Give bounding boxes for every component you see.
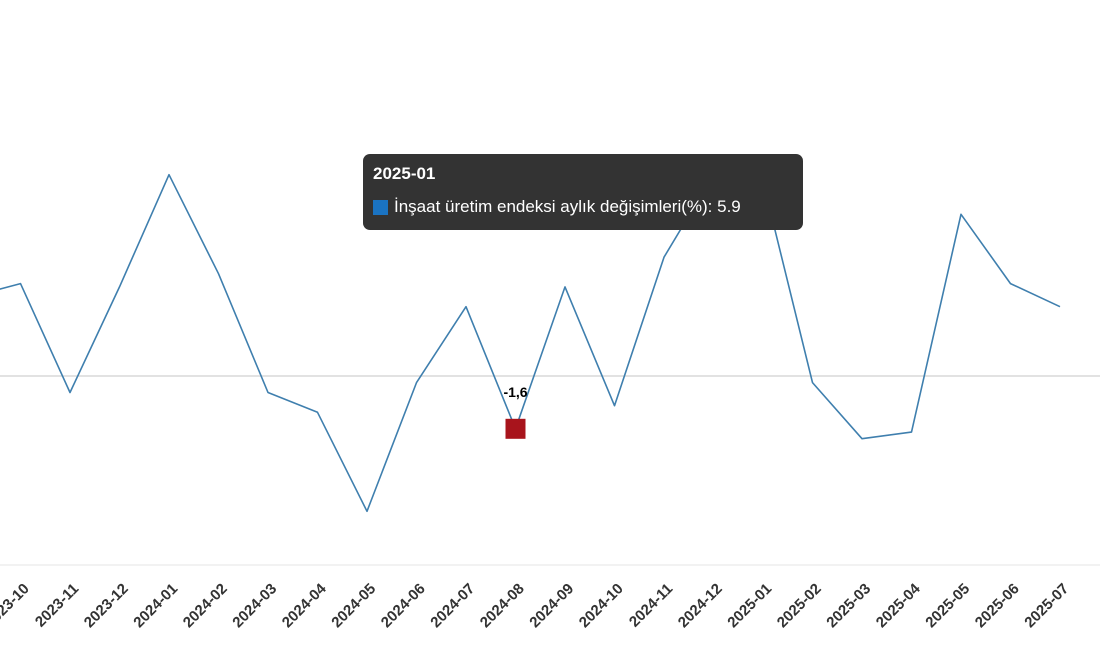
x-tick-label: 2025-04 [873, 580, 924, 631]
x-tick-label: 2024-11 [626, 580, 676, 630]
x-tick-label: 2024-12 [675, 580, 726, 631]
highlight-marker [505, 418, 526, 439]
x-tick-label: 2024-04 [279, 580, 330, 631]
x-tick-label: 2024-06 [378, 580, 429, 631]
x-tick-label: 2023-11 [32, 580, 82, 630]
x-tick-label: 2025-06 [972, 580, 1023, 631]
tooltip-series-swatch [373, 199, 388, 215]
x-tick-label: 2025-05 [922, 580, 973, 631]
x-tick-label: 2024-01 [130, 580, 181, 631]
highlight-data-label: -1,6 [503, 384, 527, 400]
x-tick-label: 2023-10 [0, 580, 33, 631]
x-tick-label: 2025-01 [724, 580, 775, 631]
x-tick-label: 2024-05 [328, 580, 379, 631]
x-tick-label: 2024-02 [180, 580, 231, 631]
tooltip: 2025-01 İnşaat üretim endeksi aylık deği… [363, 154, 803, 230]
x-tick-label: 2024-03 [229, 580, 280, 631]
tooltip-title: 2025-01 [373, 164, 436, 183]
tooltip-row: İnşaat üretim endeksi aylık değişimleri(… [373, 196, 793, 218]
x-tick-label: 2023-12 [81, 580, 132, 631]
tooltip-value: 5.9 [717, 197, 741, 216]
x-tick-label: 2025-03 [823, 580, 874, 631]
x-tick-label: 2024-08 [477, 580, 528, 631]
x-tick-label: 2024-07 [427, 580, 478, 631]
x-tick-label: 2024-09 [526, 580, 577, 631]
x-tick-label: 2025-02 [774, 580, 825, 631]
tooltip-separator: : [707, 197, 718, 216]
x-tick-label: 2025-07 [1021, 580, 1072, 631]
tooltip-series-name: İnşaat üretim endeksi aylık değişimleri(… [394, 197, 708, 216]
x-tick-label: 2024-10 [576, 580, 627, 631]
